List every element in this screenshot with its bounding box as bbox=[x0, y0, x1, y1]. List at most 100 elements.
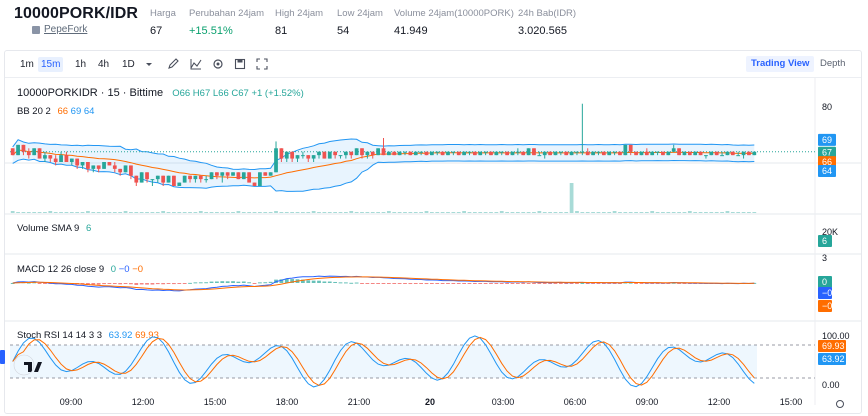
macd-hist-bar bbox=[435, 283, 440, 284]
timeframe-1h[interactable]: 1h bbox=[75, 59, 87, 70]
volume-bar bbox=[284, 212, 289, 213]
candle-body bbox=[145, 172, 149, 180]
candle-body bbox=[730, 151, 735, 156]
volume-bar bbox=[601, 212, 606, 213]
macd-hist-bar bbox=[612, 283, 617, 284]
candle bbox=[639, 151, 644, 156]
candle-body bbox=[397, 151, 402, 156]
macd-hist-bar bbox=[204, 282, 209, 284]
macd-hist-bar bbox=[43, 283, 47, 284]
stoch-band bbox=[10, 345, 757, 378]
timeframe-1D[interactable]: 1D bbox=[122, 59, 135, 70]
candle bbox=[499, 151, 504, 156]
macd-hist-bar bbox=[107, 283, 112, 284]
candle-body bbox=[48, 155, 53, 159]
volume-bar bbox=[499, 211, 504, 213]
candle bbox=[10, 148, 15, 156]
stat-5: 24h Bab(IDR) 3.020.565 bbox=[518, 8, 576, 37]
save-icon[interactable] bbox=[233, 56, 247, 72]
chevron-down-icon[interactable] bbox=[142, 56, 156, 72]
volume-bar bbox=[741, 212, 746, 213]
volume-bar bbox=[182, 212, 187, 213]
macd-hist-bar bbox=[456, 283, 461, 284]
draw-pencil-icon[interactable] bbox=[166, 56, 180, 72]
candle bbox=[386, 151, 391, 156]
change-value: +1 (+1.52%) bbox=[251, 88, 304, 99]
stat-label: Harga bbox=[150, 8, 176, 19]
timeframe-4h[interactable]: 4h bbox=[98, 59, 110, 70]
candle bbox=[515, 148, 520, 156]
volume-label-bg bbox=[818, 235, 832, 247]
volume-bar bbox=[650, 211, 655, 213]
candle bbox=[456, 151, 461, 156]
volume-bar bbox=[591, 212, 595, 213]
volume-bar bbox=[381, 212, 386, 213]
volume-bar bbox=[80, 212, 85, 213]
macd-hist-bar bbox=[354, 282, 359, 284]
stat-value: 54 bbox=[337, 25, 350, 37]
candle-body bbox=[290, 151, 295, 159]
volume-bar bbox=[26, 212, 31, 213]
price-label: 69 bbox=[822, 135, 832, 145]
volume-bar bbox=[161, 211, 166, 213]
candle bbox=[333, 151, 338, 159]
timeframe-1m[interactable]: 1m bbox=[20, 59, 34, 70]
candle bbox=[618, 151, 622, 156]
fullscreen-icon[interactable] bbox=[255, 56, 269, 72]
view-trading-view[interactable]: Trading View bbox=[746, 56, 815, 72]
candle bbox=[69, 158, 74, 166]
candle-body bbox=[483, 151, 488, 153]
volume-bar bbox=[215, 212, 219, 213]
candle-body bbox=[370, 151, 375, 156]
candle bbox=[86, 162, 90, 173]
volume-bar bbox=[698, 212, 703, 213]
macd-hist-bar bbox=[263, 282, 268, 284]
candle bbox=[198, 175, 203, 183]
axis-settings-gear-icon[interactable] bbox=[836, 400, 844, 408]
volume-bar bbox=[150, 212, 155, 213]
time-label: 15:00 bbox=[780, 397, 803, 407]
candle bbox=[720, 151, 724, 157]
volume-bar bbox=[112, 212, 117, 213]
candle-body bbox=[118, 168, 123, 173]
macd-hist-bar bbox=[628, 282, 633, 284]
macd-hist-bar bbox=[548, 283, 552, 284]
scroll-handle[interactable] bbox=[0, 350, 5, 364]
candle bbox=[32, 148, 37, 156]
view-depth[interactable]: Depth bbox=[820, 58, 846, 69]
candle-body bbox=[107, 162, 112, 166]
indicator-chart-icon[interactable] bbox=[189, 56, 203, 72]
stoch-d-value: 69.93 bbox=[135, 330, 159, 341]
macd-hist-bar bbox=[134, 283, 139, 286]
volume-bar bbox=[172, 212, 176, 213]
candle bbox=[467, 151, 472, 156]
timeframe-15m[interactable]: 15m bbox=[38, 57, 64, 72]
settings-gear-icon[interactable] bbox=[211, 56, 225, 72]
pair-title: 10000PORK/IDR bbox=[14, 5, 139, 22]
candle bbox=[134, 175, 139, 186]
candle bbox=[424, 151, 429, 156]
macd-hist-bar bbox=[123, 283, 128, 284]
volume-bar bbox=[580, 212, 585, 213]
candle-body bbox=[80, 162, 85, 166]
candle-body bbox=[736, 155, 741, 157]
candlestick-chart[interactable]: 806967666420K630−0−0100.000.0069.9363.92… bbox=[0, 50, 868, 416]
candle-body bbox=[26, 151, 31, 156]
candle-body bbox=[419, 151, 423, 153]
macd-hist-bar bbox=[150, 283, 155, 285]
macd-hist-bar bbox=[392, 283, 397, 284]
volume-bar bbox=[139, 212, 144, 213]
candle bbox=[161, 175, 166, 186]
volume-bar bbox=[644, 212, 649, 213]
candle bbox=[241, 172, 246, 180]
macd-hist-bar bbox=[182, 283, 187, 284]
macd-hist-bar bbox=[478, 283, 483, 284]
time-label: 12:00 bbox=[708, 397, 731, 407]
pair-subtitle-link[interactable]: PepeFork bbox=[44, 24, 88, 35]
candle bbox=[53, 155, 58, 166]
candle bbox=[215, 172, 219, 180]
stoch-d-label: 69.93 bbox=[822, 341, 845, 351]
macd-hist-bar bbox=[139, 283, 144, 285]
candle bbox=[644, 148, 649, 156]
macd-hist-bar bbox=[666, 283, 671, 284]
